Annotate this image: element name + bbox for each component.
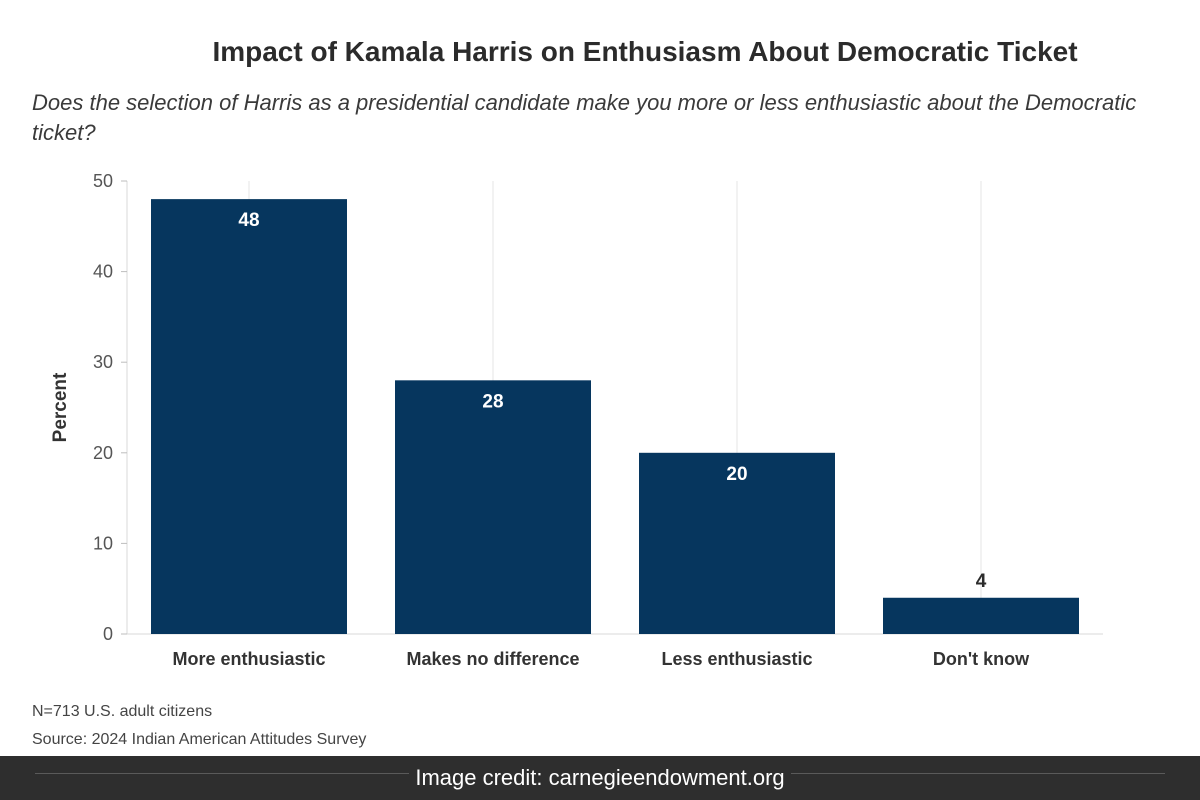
bar-don-t-know — [883, 597, 1079, 634]
image-credit-bar: Image credit: carnegieendowment.org — [0, 756, 1200, 800]
bar-makes-no-difference — [395, 380, 591, 634]
y-tick-label: 30 — [93, 352, 113, 372]
data-label: 28 — [482, 391, 503, 412]
y-axis-title: Percent — [50, 372, 71, 442]
chart-title: Impact of Kamala Harris on Enthusiasm Ab… — [212, 36, 1078, 67]
x-tick-label: Less enthusiastic — [661, 649, 812, 669]
chart-subtitle: Does the selection of Harris as a presid… — [32, 90, 1137, 145]
data-label: 4 — [976, 571, 987, 592]
sample-footnote: N=713 U.S. adult citizens — [32, 703, 213, 720]
data-label: 48 — [238, 210, 259, 231]
image-credit-text: Image credit: carnegieendowment.org — [409, 765, 791, 790]
y-tick-label: 50 — [93, 171, 113, 191]
source-footnote: Source: 2024 Indian American Attitudes S… — [32, 731, 367, 748]
y-tick-label: 20 — [93, 443, 113, 463]
bar-more-enthusiastic — [151, 199, 347, 634]
y-tick-label: 40 — [93, 262, 113, 282]
data-label: 20 — [726, 464, 747, 485]
bar-chart: 0 10 20 30 40 50 48 More enthusiastic 28 Makes no… — [50, 171, 1103, 669]
x-tick-label: Don't know — [933, 649, 1030, 669]
y-tick-label: 10 — [93, 533, 113, 553]
y-tick-label: 0 — [103, 624, 113, 644]
x-tick-label: Makes no difference — [406, 649, 579, 669]
bar-less-enthusiastic — [639, 452, 835, 634]
x-tick-label: More enthusiastic — [172, 649, 325, 669]
